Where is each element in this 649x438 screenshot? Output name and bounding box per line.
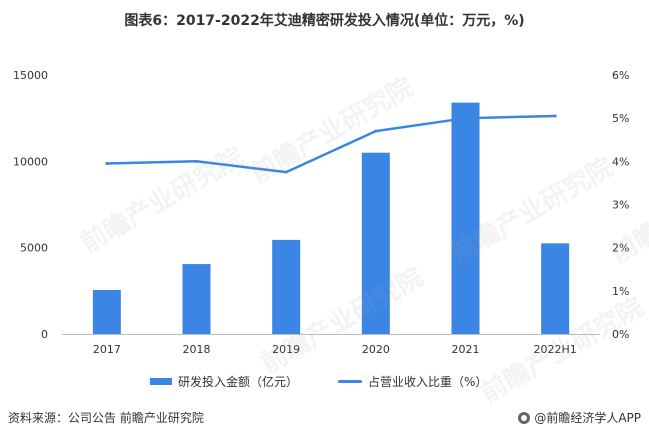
line-point-2017 xyxy=(105,161,109,165)
y-right-tick-label: 5% xyxy=(612,112,629,125)
y-left-tick-label: 10000 xyxy=(13,155,48,168)
y-right-tick-label: 1% xyxy=(612,285,629,298)
y-right-tick-label: 3% xyxy=(612,199,629,212)
x-tick-label: 2018 xyxy=(183,343,211,356)
line-point-2018 xyxy=(195,159,198,163)
y-left-tick-label: 15000 xyxy=(13,69,48,82)
brand-credit: @前瞻经济学人APP xyxy=(518,409,641,426)
x-tick-label: 2021 xyxy=(452,343,480,356)
axes-group: 0 5000 10000 15000 0% 1% 2% 3% 4% 5% 6% 2017 2018 201… xyxy=(13,69,629,356)
line-point-2020 xyxy=(374,129,378,133)
bar-2017 xyxy=(92,289,121,334)
legend-swatch-bar xyxy=(150,377,172,385)
legend-item-bar: 研发投入金额（亿元） xyxy=(150,373,298,390)
y-right-tick-label: 6% xyxy=(612,69,629,82)
line-series-group xyxy=(105,114,557,174)
legend-label-bar: 研发投入金额（亿元） xyxy=(178,374,299,389)
bar-2022H1 xyxy=(541,243,570,334)
y-right-tick-label: 2% xyxy=(612,242,629,255)
brand-label: @前瞻经济学人APP xyxy=(534,411,641,425)
y-right-tick-label: 4% xyxy=(612,155,629,168)
y-left-tick-label: 0 xyxy=(41,328,48,341)
line-point-2022H1 xyxy=(553,114,557,118)
chart-title: 图表6：2017-2022年艾迪精密研发投入情况(单位：万元，%) xyxy=(124,13,525,29)
source-note: 资料来源：公司公告 前瞻产业研究院 xyxy=(8,411,204,425)
bar-2018 xyxy=(182,264,211,334)
bar-2021 xyxy=(451,102,480,334)
x-tick-label: 2019 xyxy=(272,343,300,356)
line-point-2021 xyxy=(464,116,467,120)
bar-2020 xyxy=(361,152,390,334)
legend-item-line: 占营业收入比重（%） xyxy=(338,373,487,390)
legend-label-line: 占营业收入比重（%） xyxy=(368,374,488,389)
x-tick-label: 2020 xyxy=(362,343,390,356)
legend-swatch-line xyxy=(338,379,363,383)
legend: 研发投入金额（亿元） 占营业收入比重（%） xyxy=(150,372,570,390)
x-tick-label: 2017 xyxy=(93,343,121,356)
line-series xyxy=(106,114,556,174)
y-left-tick-label: 5000 xyxy=(20,242,48,255)
brand-logo-icon xyxy=(518,411,531,424)
y-right-tick-label: 0% xyxy=(612,328,629,341)
line-point-2019 xyxy=(284,170,288,174)
footer: 资料来源：公司公告 前瞻产业研究院 @前瞻经济学人APP xyxy=(8,409,641,429)
bar-2019 xyxy=(272,239,301,334)
x-tick-label: 2022H1 xyxy=(534,343,577,356)
bar-group xyxy=(92,102,570,334)
